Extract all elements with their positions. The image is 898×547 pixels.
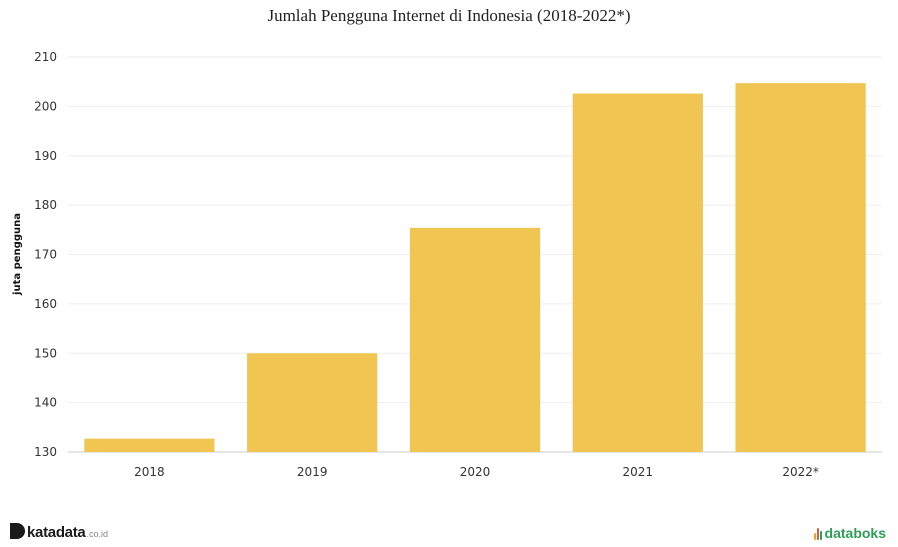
chart-title: Jumlah Pengguna Internet di Indonesia (2… bbox=[267, 6, 631, 25]
y-tick-label: 170 bbox=[34, 248, 57, 262]
y-tick-label: 160 bbox=[34, 297, 57, 311]
y-tick-label: 140 bbox=[34, 396, 57, 410]
databoks-brand: databoks bbox=[824, 525, 886, 541]
x-tick-label: 2019 bbox=[297, 465, 328, 479]
katadata-brand: katadata bbox=[27, 524, 86, 541]
bar-2021[interactable] bbox=[572, 93, 703, 452]
databoks-bars-icon bbox=[813, 527, 822, 540]
x-tick-label: 2022* bbox=[782, 465, 819, 479]
y-tick-label: 180 bbox=[34, 198, 57, 212]
x-tick-label: 2018 bbox=[134, 465, 165, 479]
bars bbox=[84, 83, 866, 452]
bar-2018[interactable] bbox=[84, 438, 215, 452]
katadata-d-icon bbox=[10, 523, 25, 539]
y-tick-label: 150 bbox=[34, 346, 57, 360]
bar-2019[interactable] bbox=[247, 353, 378, 452]
x-tick-label: 2020 bbox=[460, 465, 491, 479]
y-tick-label: 130 bbox=[34, 445, 57, 459]
katadata-logo: katadata .co.id bbox=[10, 521, 108, 541]
x-tick-label: 2021 bbox=[623, 465, 654, 479]
y-axis-label: juta pengguna bbox=[12, 213, 23, 296]
bar-2020[interactable] bbox=[409, 227, 541, 452]
y-axis: 130 140 150 160 170 180 190 200 210 bbox=[34, 50, 57, 459]
databoks-logo: databoks bbox=[813, 525, 886, 541]
bar-2022star[interactable] bbox=[735, 83, 866, 452]
y-tick-label: 190 bbox=[34, 149, 57, 163]
y-tick-label: 210 bbox=[34, 50, 57, 64]
bar-chart: 130 140 150 160 170 180 190 200 210 2018 2019 2020… bbox=[12, 50, 882, 479]
x-axis: 2018 2019 2020 2021 2022* bbox=[134, 465, 819, 479]
y-tick-label: 200 bbox=[34, 99, 57, 113]
katadata-suffix: .co.id bbox=[86, 529, 108, 539]
